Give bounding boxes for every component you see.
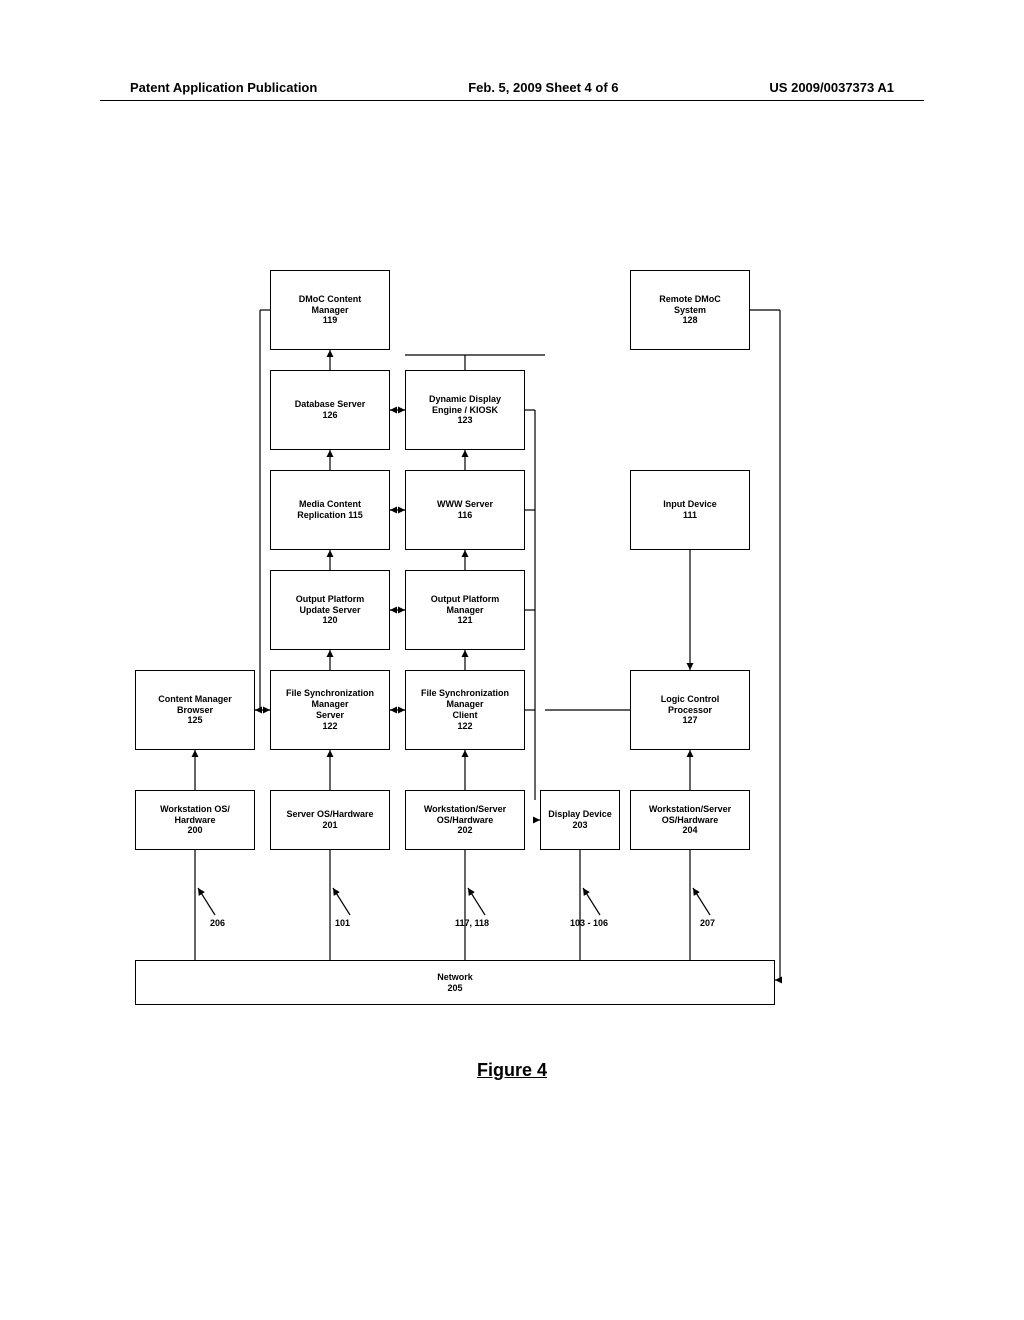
header-rule — [100, 100, 924, 101]
node-ws_srv_204: Workstation/ServerOS/Hardware204 — [630, 790, 750, 850]
node-display_203: Display Device203 — [540, 790, 620, 850]
page-header: Patent Application Publication Feb. 5, 2… — [0, 80, 1024, 95]
node-ws_srv_202: Workstation/ServerOS/Hardware202 — [405, 790, 525, 850]
node-network: Network205 — [135, 960, 775, 1005]
node-fsync_server: File SynchronizationManagerServer122 — [270, 670, 390, 750]
node-ws_os_200: Workstation OS/Hardware200 — [135, 790, 255, 850]
node-cm_browser: Content ManagerBrowser125 — [135, 670, 255, 750]
node-srv_os_201: Server OS/Hardware201 — [270, 790, 390, 850]
node-dmoc_content_mgr: DMoC ContentManager119 — [270, 270, 390, 350]
lead-label-4: 207 — [700, 918, 715, 928]
node-input_device: Input Device111 — [630, 470, 750, 550]
node-www_server: WWW Server116 — [405, 470, 525, 550]
header-center: Feb. 5, 2009 Sheet 4 of 6 — [468, 80, 618, 95]
node-fsync_client: File SynchronizationManagerClient122 — [405, 670, 525, 750]
node-output_mgr: Output PlatformManager121 — [405, 570, 525, 650]
header-left: Patent Application Publication — [130, 80, 317, 95]
node-media_content: Media ContentReplication 115 — [270, 470, 390, 550]
header-right: US 2009/0037373 A1 — [769, 80, 894, 95]
lead-label-2: 117, 118 — [455, 918, 489, 928]
lead-label-3: 103 - 106 — [570, 918, 608, 928]
system-block-diagram: DMoC ContentManager119 Remote DMoCSystem1… — [130, 270, 900, 1030]
node-output_update: Output PlatformUpdate Server120 — [270, 570, 390, 650]
node-dyn_display: Dynamic DisplayEngine / KIOSK123 — [405, 370, 525, 450]
lead-label-0: 206 — [210, 918, 225, 928]
lead-label-1: 101 — [335, 918, 350, 928]
node-db_server: Database Server126 — [270, 370, 390, 450]
node-remote_dmoc: Remote DMoCSystem128 — [630, 270, 750, 350]
node-logic_ctrl: Logic ControlProcessor127 — [630, 670, 750, 750]
figure-label: Figure 4 — [0, 1060, 1024, 1081]
